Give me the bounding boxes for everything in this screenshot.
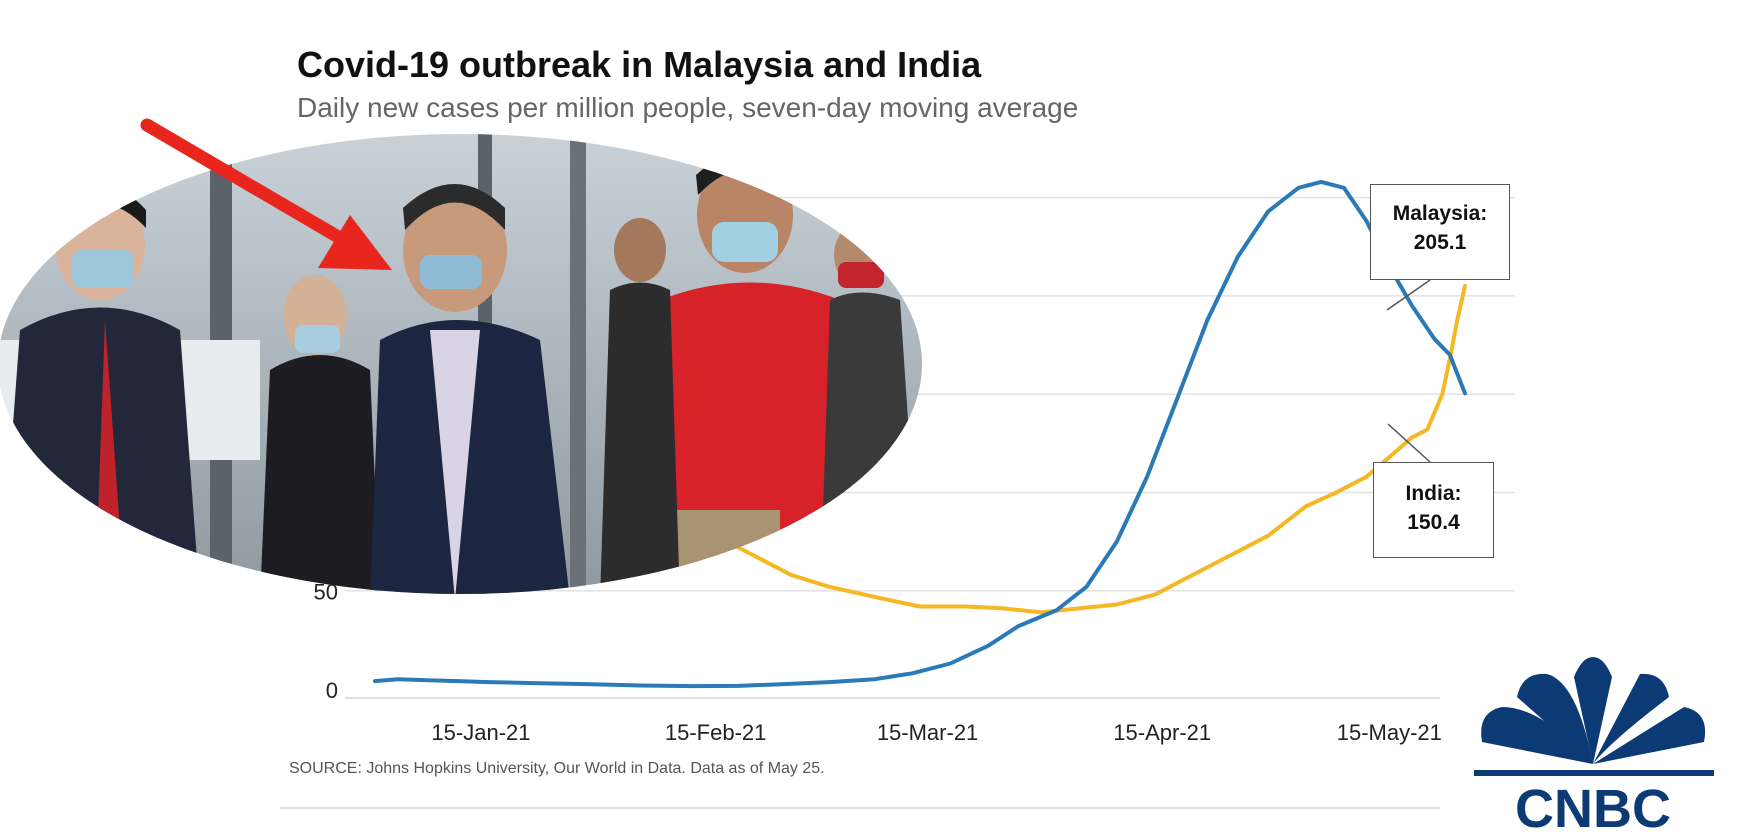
malaysia-callout-value: 205.1 — [1413, 231, 1467, 254]
india-callout-value: 150.4 — [1407, 511, 1460, 534]
source-note: SOURCE: Johns Hopkins University, Our Wo… — [289, 760, 825, 777]
x-tick-label: 15-May-21 — [1337, 720, 1442, 745]
india-leader-line — [1387, 423, 1431, 463]
x-tick-label: 15-Feb-21 — [665, 720, 767, 745]
cnbc-logo-text: CNBC — [1515, 779, 1671, 834]
cnbc-peacock-logo: CNBC — [1474, 657, 1714, 834]
x-tick-label: 15-Apr-21 — [1113, 720, 1211, 745]
x-tick-label: 15-Mar-21 — [877, 720, 978, 745]
x-tick-label: 15-Jan-21 — [431, 720, 530, 745]
photo-scene — [0, 134, 922, 594]
y-tick-label: 0 — [326, 678, 338, 703]
malaysia-callout-name: Malaysia: — [1392, 202, 1488, 225]
photo-overlay — [0, 118, 922, 594]
india-callout: India: 150.4 — [1373, 462, 1494, 558]
series-line-india — [373, 179, 1467, 689]
malaysia-leader-line — [1386, 279, 1431, 311]
chart-subtitle: Daily new cases per million people, seve… — [297, 92, 1079, 123]
malaysia-callout: Malaysia: 205.1 — [1370, 184, 1510, 280]
chart-title: Covid-19 outbreak in Malaysia and India — [297, 44, 982, 85]
india-callout-name: India: — [1405, 482, 1462, 505]
red-arrow — [140, 118, 392, 270]
